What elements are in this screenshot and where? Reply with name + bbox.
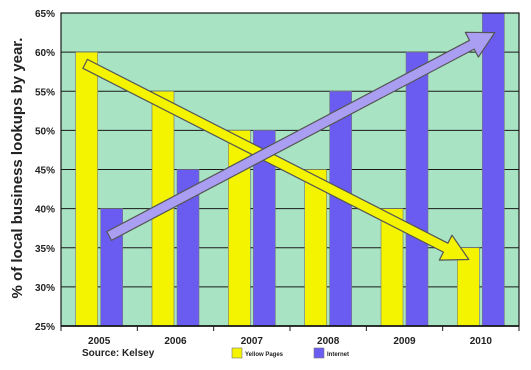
x-tick-label: 2010	[470, 336, 493, 347]
bar-internet-2010	[482, 12, 505, 327]
trend-arrows	[82, 31, 496, 261]
x-tick-label: 2008	[317, 336, 340, 347]
bar-internet-2008	[329, 90, 352, 327]
bar-yellow-pages-2008	[304, 169, 327, 327]
legend-swatch-yellow-pages	[231, 347, 243, 359]
y-axis-label: % of local business lookups by year.	[9, 38, 26, 299]
bar-internet-2009	[405, 51, 429, 327]
legend: Yellow Pages Internet	[231, 347, 349, 359]
legend-label-internet: Internet	[327, 352, 349, 358]
bars	[75, 12, 505, 327]
y-tick-labels: 25% 30% 35% 40% 45% 50% 55% 60% 65%	[35, 9, 55, 333]
source-note: Source: Kelsey	[82, 348, 155, 359]
y-tick-label: 55%	[35, 87, 55, 98]
y-tick-label: 65%	[35, 9, 55, 20]
trend-arrow-yellow-pages	[82, 58, 470, 261]
y-tick-label: 50%	[35, 126, 55, 137]
y-tick-label: 45%	[35, 166, 55, 177]
y-tick-label: 25%	[35, 322, 55, 333]
y-tick-label: 40%	[35, 205, 55, 216]
x-tick-label: 2007	[241, 336, 264, 347]
y-tick-label: 35%	[35, 244, 55, 255]
legend-swatch-internet	[313, 347, 325, 359]
axes	[60, 12, 520, 331]
x-tick-label: 2009	[393, 336, 416, 347]
x-tick-label: 2005	[88, 336, 111, 347]
legend-label-yellow-pages: Yellow Pages	[245, 352, 284, 358]
x-tick-labels: 2005 2006 2007 2008 2009 2010	[88, 336, 492, 347]
y-tick-label: 60%	[35, 48, 55, 59]
x-tick-label: 2006	[164, 336, 187, 347]
trend-arrow-internet	[106, 31, 496, 241]
bar-yellow-pages-2005	[75, 51, 98, 327]
y-tick-label: 30%	[35, 283, 55, 294]
